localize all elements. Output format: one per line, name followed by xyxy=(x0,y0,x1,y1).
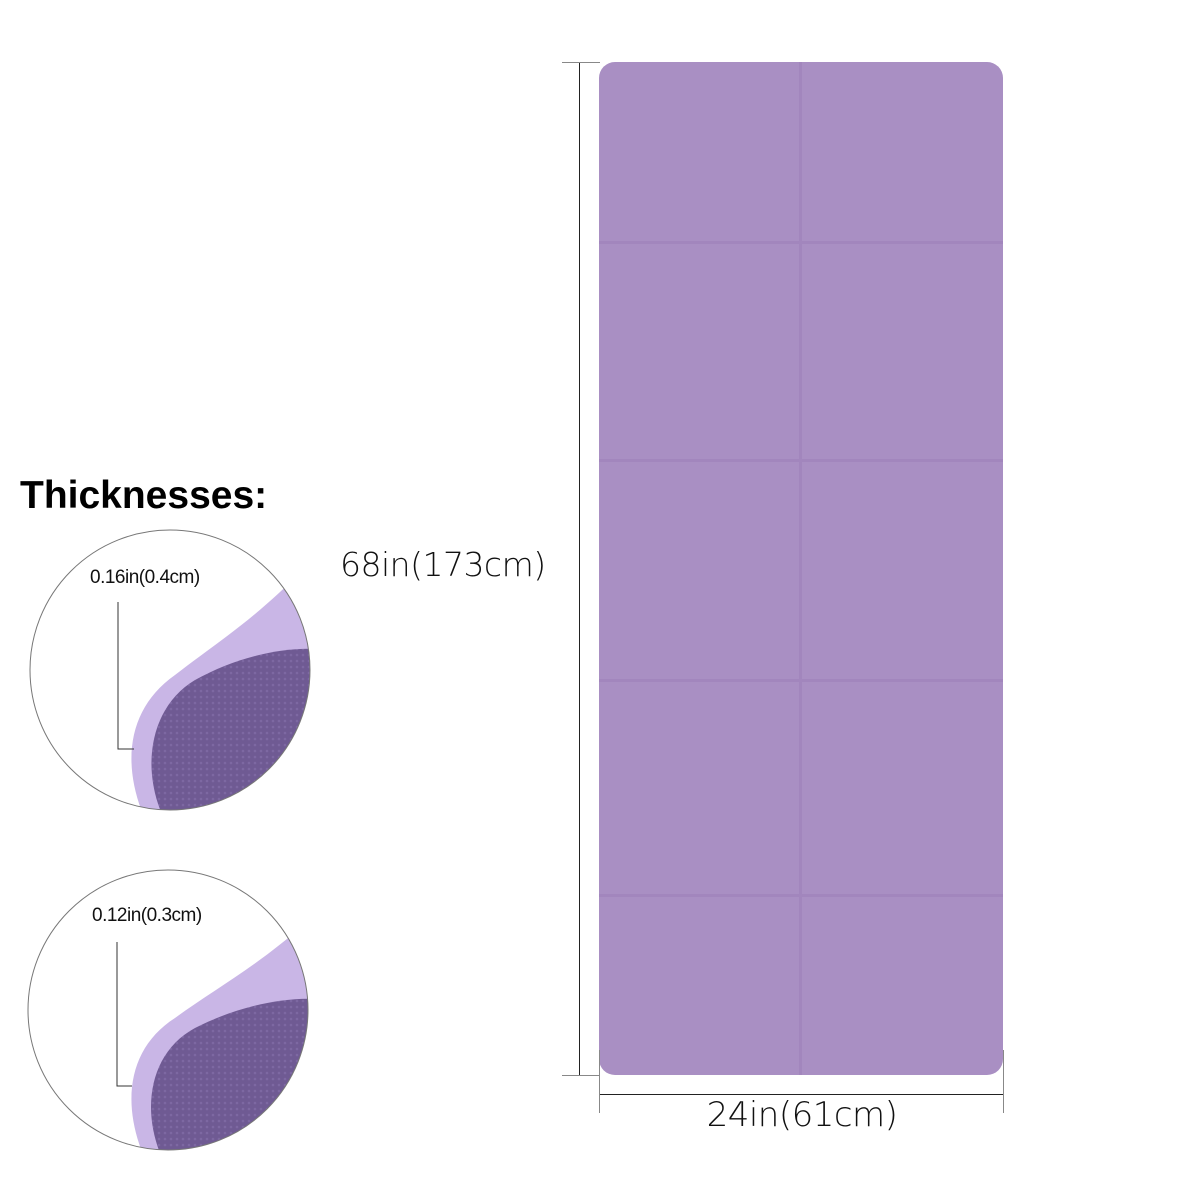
fold-line xyxy=(599,679,1003,682)
thickness-label-1: 0.16in(0.4cm) xyxy=(90,567,200,588)
fold-line xyxy=(599,241,1003,244)
width-tick-right xyxy=(1003,1050,1004,1113)
fold-line xyxy=(599,894,1003,897)
mat-curl-illustration xyxy=(131,900,308,1150)
length-dimension-line xyxy=(579,62,580,1075)
thickness-detail-circle-1 xyxy=(29,529,311,811)
thickness-detail-circle-2 xyxy=(27,869,309,1151)
thicknesses-heading: Thicknesses: xyxy=(20,474,268,517)
thickness-pointer xyxy=(117,602,134,750)
length-label: 68in(173cm) xyxy=(340,545,546,584)
width-dimension-line xyxy=(599,1094,1004,1095)
length-tick-bottom xyxy=(562,1075,600,1076)
yoga-mat xyxy=(599,62,1003,1075)
thickness-label-2: 0.12in(0.3cm) xyxy=(92,905,202,926)
width-tick-left xyxy=(599,1050,600,1113)
width-label: 24in(61cm) xyxy=(706,1095,898,1135)
length-tick-top xyxy=(562,62,600,63)
fold-line xyxy=(599,459,1003,462)
thickness-pointer xyxy=(116,942,132,1087)
fold-line xyxy=(799,62,802,1075)
